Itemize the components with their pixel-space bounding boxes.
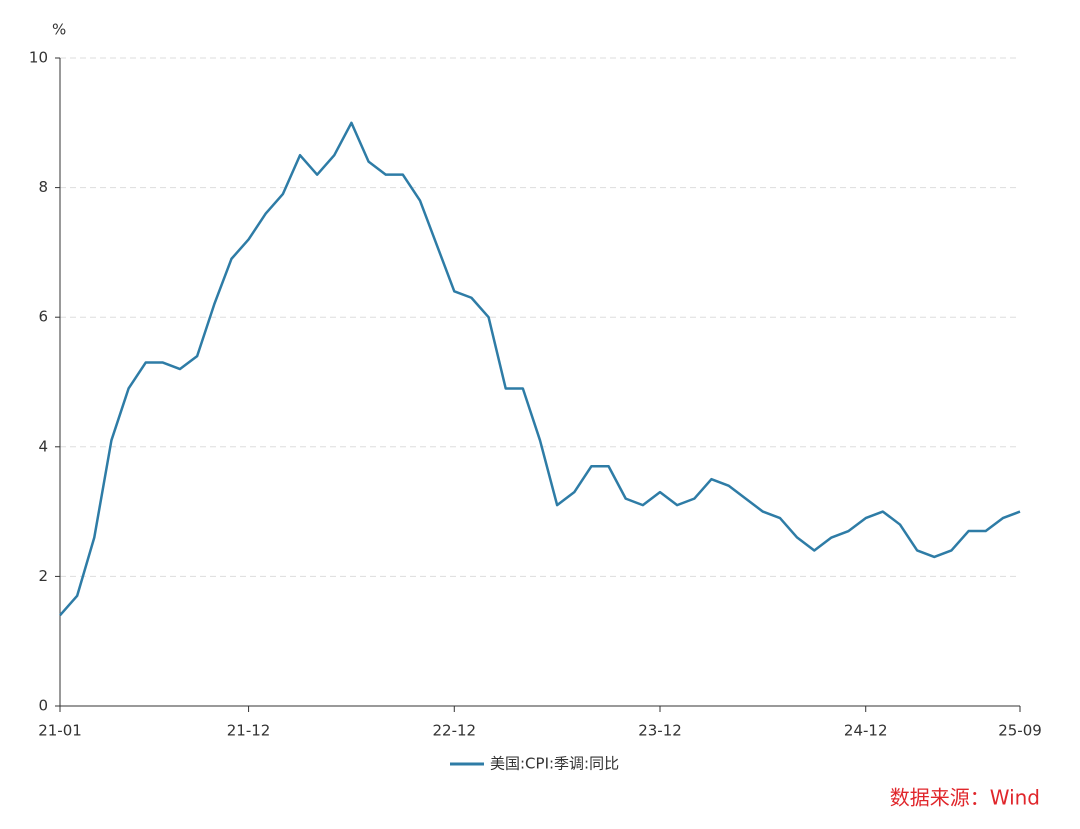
data-line (59, 121, 1021, 617)
x-tick-label: 24-12 (844, 722, 888, 740)
x-tick-label: 21-01 (38, 722, 82, 740)
x-tick-label: 25-09 (998, 722, 1042, 740)
y-axis-unit: % (52, 21, 66, 39)
x-tick-label: 21-12 (227, 722, 271, 740)
x-tick-label: 23-12 (638, 722, 682, 740)
y-tick-label: 10 (29, 49, 48, 67)
legend-label: 美国:CPI:季调:同比 (490, 755, 619, 773)
y-tick-label: 6 (38, 308, 48, 326)
y-tick-label: 2 (38, 567, 48, 585)
y-tick-label: 0 (38, 697, 48, 715)
y-tick-label: 4 (38, 437, 48, 455)
source-note: 数据来源：Wind (890, 786, 1040, 810)
y-tick-label: 8 (38, 178, 48, 196)
x-tick-label: 22-12 (432, 722, 476, 740)
